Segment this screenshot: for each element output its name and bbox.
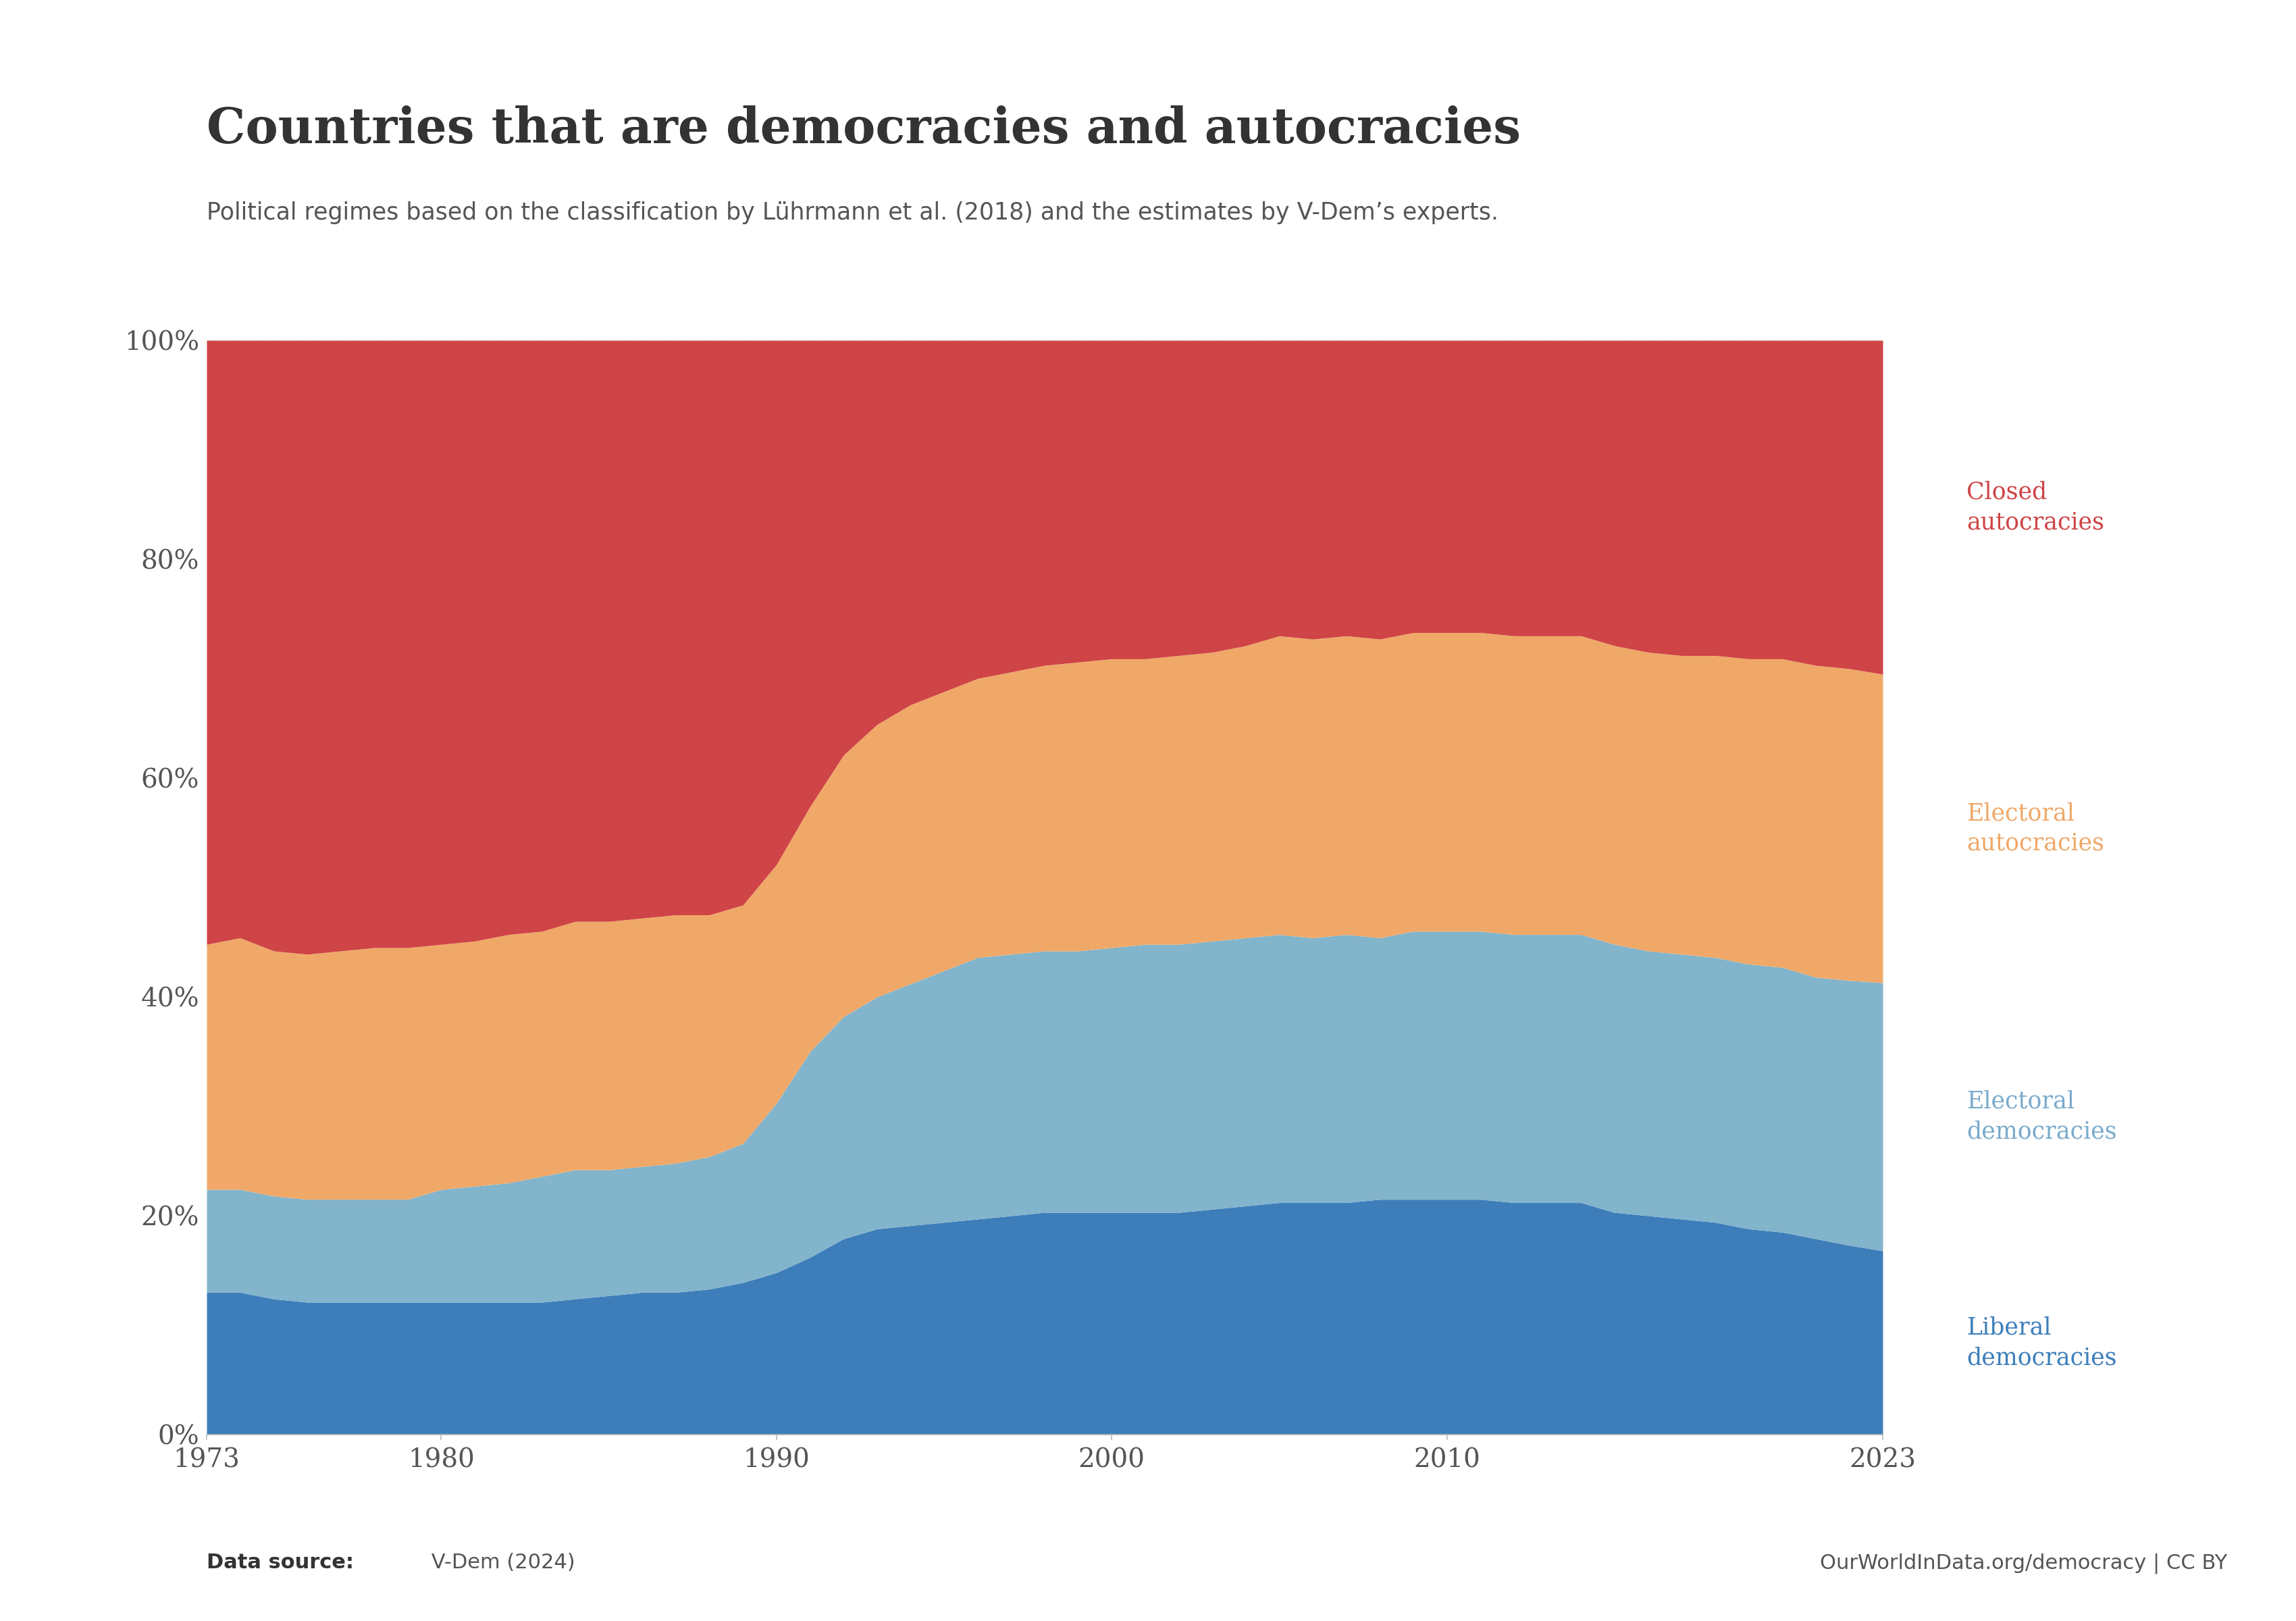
Text: Liberal
democracies: Liberal democracies [1968, 1316, 2117, 1370]
Text: Countries that are democracies and autocracies: Countries that are democracies and autoc… [207, 105, 1520, 154]
Text: Our World: Our World [2020, 71, 2124, 88]
Text: V-Dem (2024): V-Dem (2024) [425, 1553, 574, 1572]
Text: OurWorldInData.org/democracy | CC BY: OurWorldInData.org/democracy | CC BY [1821, 1553, 2227, 1574]
Text: Political regimes based on the classification by Lührmann et al. (2018) and the : Political regimes based on the classific… [207, 201, 1499, 224]
Text: Electoral
autocracies: Electoral autocracies [1968, 802, 2103, 854]
Text: Electoral
democracies: Electoral democracies [1968, 1089, 2117, 1143]
Text: in Data: in Data [2037, 120, 2108, 136]
Text: Data source:: Data source: [207, 1553, 354, 1572]
Text: Closed
autocracies: Closed autocracies [1968, 481, 2103, 533]
